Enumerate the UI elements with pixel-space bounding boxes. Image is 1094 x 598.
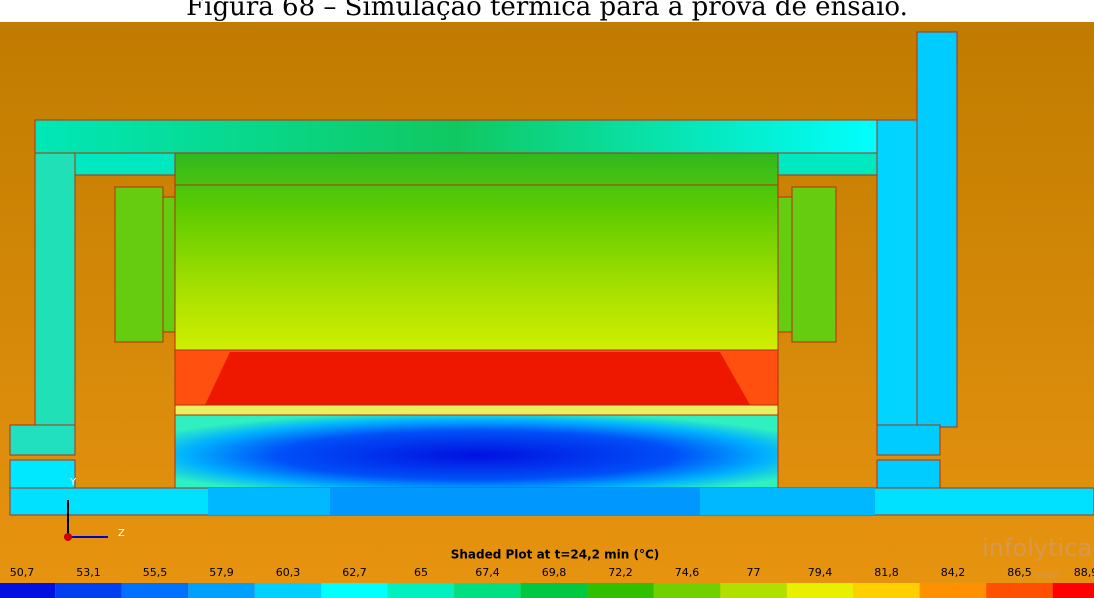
right-foot-upper xyxy=(877,425,940,455)
legend-label: 55,5 xyxy=(143,566,168,579)
brand: infolytica xyxy=(982,534,1092,562)
color-swatch xyxy=(853,583,920,598)
left-coil-gap xyxy=(163,197,175,332)
color-swatch xyxy=(787,583,854,598)
color-swatch xyxy=(388,583,455,598)
color-swatch xyxy=(122,583,189,598)
simulation-view: Figura 68 – Simulação térmica para a pro… xyxy=(0,0,1094,598)
color-swatch xyxy=(986,583,1053,598)
color-swatch xyxy=(1053,583,1094,598)
base-bar-center xyxy=(330,488,700,515)
legend-label: 50,7 xyxy=(10,566,35,579)
left-column xyxy=(35,120,75,425)
legend-label: 67,4 xyxy=(475,566,500,579)
color-swatch xyxy=(55,583,122,598)
plot-title: Shaded Plot at t=24,2 min (°C) xyxy=(451,548,660,562)
left-foot-upper xyxy=(10,425,75,455)
right-coil xyxy=(792,187,836,342)
legend-label: 53,1 xyxy=(76,566,101,579)
right-coil-gap xyxy=(778,197,792,332)
color-swatch xyxy=(255,583,322,598)
color-swatch xyxy=(920,583,987,598)
color-swatch xyxy=(720,583,787,598)
base-bar-zone xyxy=(208,488,330,515)
z-label: Z xyxy=(118,528,125,539)
interface-band xyxy=(175,405,778,415)
color-swatch xyxy=(587,583,654,598)
top-bar xyxy=(35,120,877,153)
legend-label: 57,9 xyxy=(209,566,234,579)
right-tall-column xyxy=(917,32,957,427)
legend-label: 69,8 xyxy=(542,566,567,579)
color-swatch xyxy=(521,583,588,598)
legend-label: 79,4 xyxy=(808,566,833,579)
legend-label: 86,5 xyxy=(1007,566,1032,579)
origin xyxy=(64,533,72,541)
legend-label: 72,2 xyxy=(608,566,633,579)
page: Figura 68 – Simulação térmica para a pro… xyxy=(0,0,1094,598)
color-swatch xyxy=(188,583,255,598)
legend-label: 88,9 xyxy=(1074,566,1094,579)
color-swatch xyxy=(321,583,388,598)
main-block xyxy=(175,153,778,350)
color-swatch xyxy=(0,583,55,598)
legend-label: 62,7 xyxy=(342,566,367,579)
legend-label: 81,8 xyxy=(874,566,899,579)
right-column xyxy=(877,120,917,425)
legend-label: 74,6 xyxy=(675,566,700,579)
legend-label: 65 xyxy=(414,566,428,579)
color-swatch xyxy=(454,583,521,598)
base-bar-zone xyxy=(700,488,875,515)
cold-block xyxy=(175,415,778,488)
caption: Figura 68 – Simulação térmica para a pro… xyxy=(186,0,908,22)
y-label: Y xyxy=(69,477,77,488)
right-foot-lower xyxy=(877,460,940,488)
left-coil xyxy=(115,187,163,342)
legend-label: 77 xyxy=(747,566,761,579)
color-swatch xyxy=(654,583,721,598)
left-foot-lower xyxy=(10,460,75,488)
legend-label: 84,2 xyxy=(941,566,966,579)
heater-core xyxy=(205,352,750,405)
legend-label: 60,3 xyxy=(276,566,301,579)
